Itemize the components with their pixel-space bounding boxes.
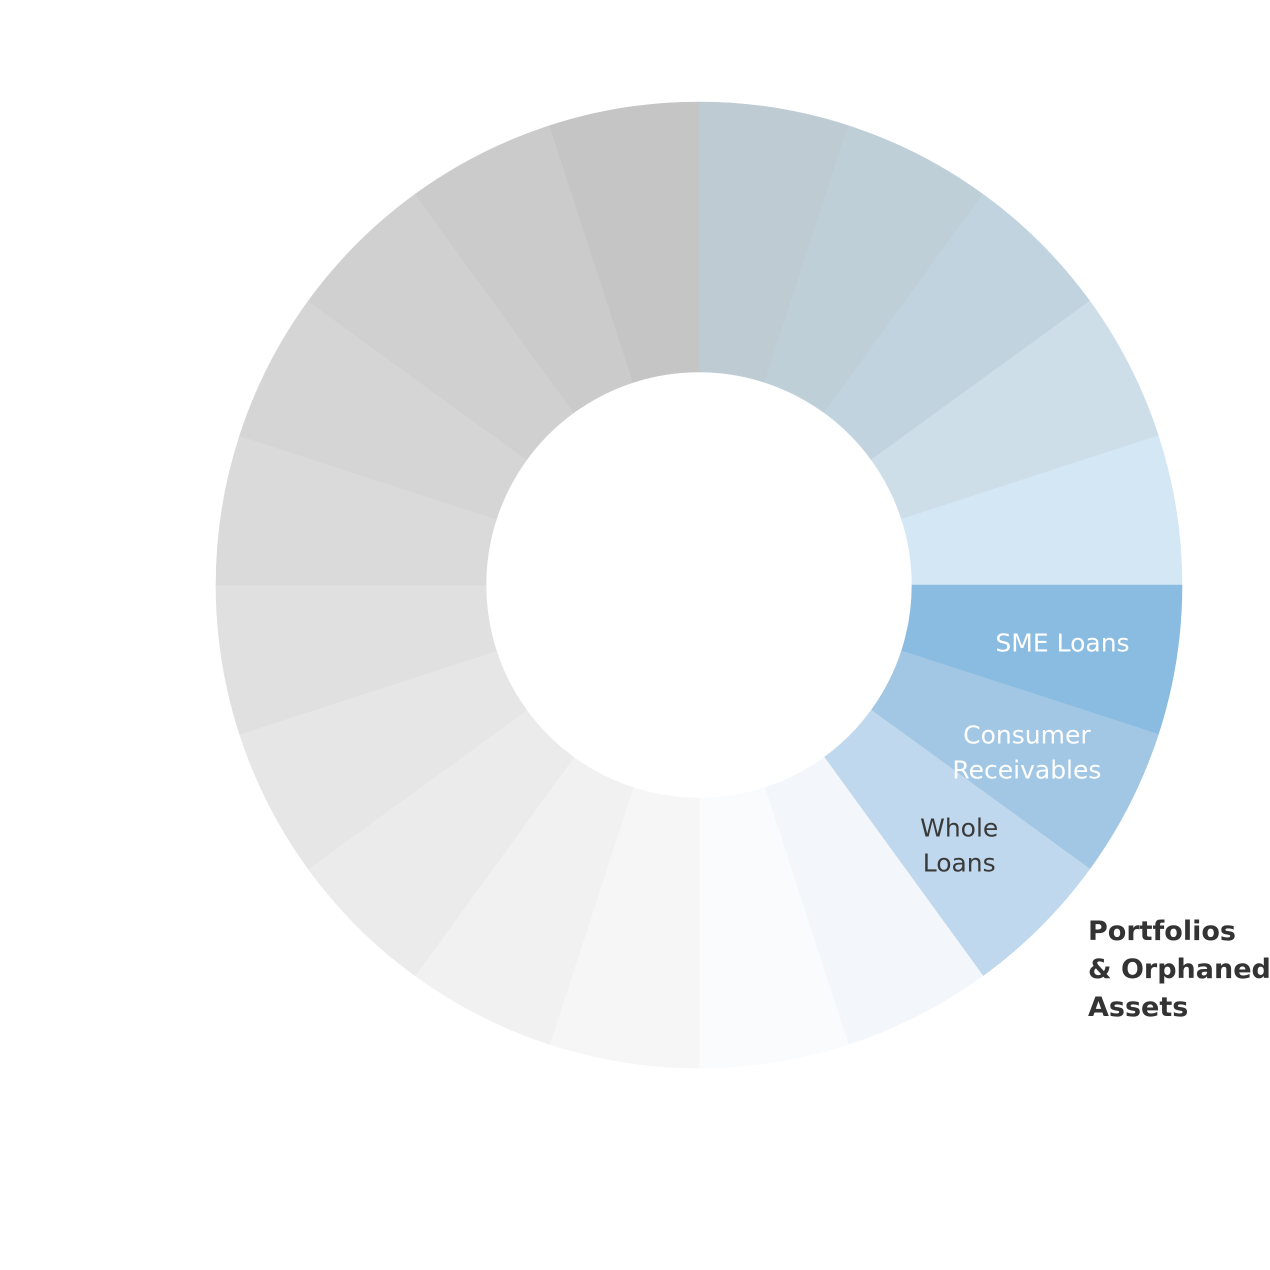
segment-labels: SME Loans Consumer Receivables Whole Loans — [920, 629, 1129, 878]
segment-label-7-line-2: Receivables — [952, 756, 1101, 785]
donut-segment-20 — [549, 101, 700, 383]
segment-label-7-line-1: Consumer — [963, 721, 1091, 750]
callout-line-2: & Orphaned — [1088, 954, 1270, 985]
segment-label-8-line-1: Whole — [920, 814, 998, 843]
donut-segments — [215, 101, 1183, 1069]
segment-label-8-line-2: Loans — [923, 849, 996, 878]
callout-line-1: Portfolios — [1088, 916, 1236, 947]
segment-label-6-line-1: SME Loans — [995, 629, 1129, 658]
callout-line-3: Assets — [1088, 992, 1189, 1023]
callout-portfolios-orphaned-assets: Portfolios & Orphaned Assets — [1088, 913, 1270, 1027]
